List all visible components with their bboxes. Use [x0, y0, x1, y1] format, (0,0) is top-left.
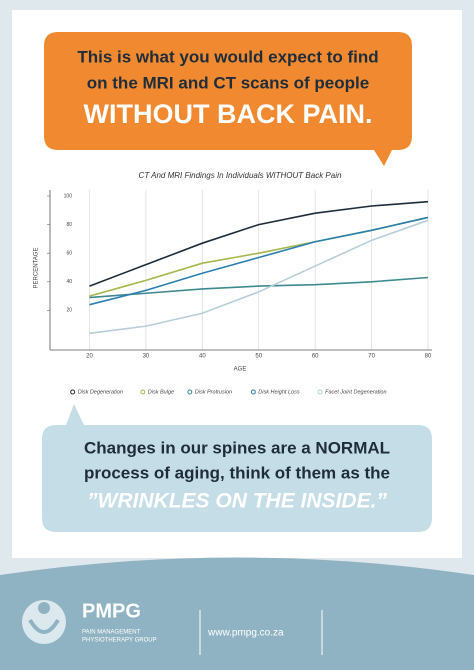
- bubble-text: This is what you would expect to find: [77, 47, 378, 66]
- bubble-text: on the MRI and CT scans of people: [87, 73, 369, 92]
- logo-icon: [22, 600, 66, 644]
- brand-subtitle: PHYSIOTHERAPY GROUP: [82, 638, 157, 644]
- x-tick-label: 20: [86, 354, 93, 360]
- series-line: [89, 216, 429, 306]
- x-tick-label: 60: [312, 354, 319, 360]
- series-line: [89, 200, 429, 287]
- bubble-emphasis: ”WRINKLES ON THE INSIDE.”: [87, 490, 387, 513]
- brand-name: PMPG: [82, 600, 141, 622]
- bubble-emphasis: WITHOUT BACK PAIN.: [84, 99, 373, 129]
- y-axis-label: PERCENTAGE: [34, 248, 40, 289]
- y-tick-label: 60: [66, 251, 72, 257]
- legend-marker: [70, 389, 76, 395]
- line-chart: CT And MRI Findings In Individuals WITHO…: [34, 171, 432, 395]
- speech-bubble: [42, 404, 432, 532]
- brand-subtitle: PAIN MANAGEMENT: [82, 630, 141, 636]
- speech-bubble: [44, 32, 412, 166]
- series-line: [89, 276, 429, 299]
- x-tick-label: 80: [425, 354, 432, 360]
- legend-marker: [317, 389, 323, 395]
- x-axis-label: AGE: [234, 367, 247, 373]
- y-tick-label: 100: [64, 193, 73, 199]
- legend-label: Disk Degeneration: [78, 389, 123, 395]
- chart-title: CT And MRI Findings In Individuals WITHO…: [139, 171, 342, 180]
- legend-marker: [140, 389, 146, 395]
- x-tick-label: 30: [143, 354, 150, 360]
- y-tick-label: 80: [66, 222, 72, 228]
- x-tick-label: 70: [368, 354, 375, 360]
- x-tick-label: 50: [255, 354, 262, 360]
- legend-marker: [187, 389, 193, 395]
- logo-hands: [28, 618, 60, 634]
- logo-head: [38, 602, 50, 614]
- bubble-text: Changes in our spines are a NORMAL: [84, 438, 390, 457]
- legend-label: Disk Height Loss: [258, 389, 300, 395]
- legend-label: Facet Joint Degeneration: [325, 389, 386, 395]
- bubble-text: process of aging, think of them as the: [84, 463, 390, 482]
- website-link[interactable]: www.pmpg.co.za: [207, 628, 284, 639]
- legend-label: Disk Bulge: [148, 389, 174, 395]
- y-tick-label: 20: [66, 308, 72, 314]
- series-line: [89, 219, 429, 335]
- x-tick-label: 40: [199, 354, 206, 360]
- y-tick-label: 40: [66, 279, 72, 285]
- footer-band: [0, 557, 474, 670]
- legend-marker: [250, 389, 256, 395]
- legend-label: Disk Protrusion: [195, 389, 232, 395]
